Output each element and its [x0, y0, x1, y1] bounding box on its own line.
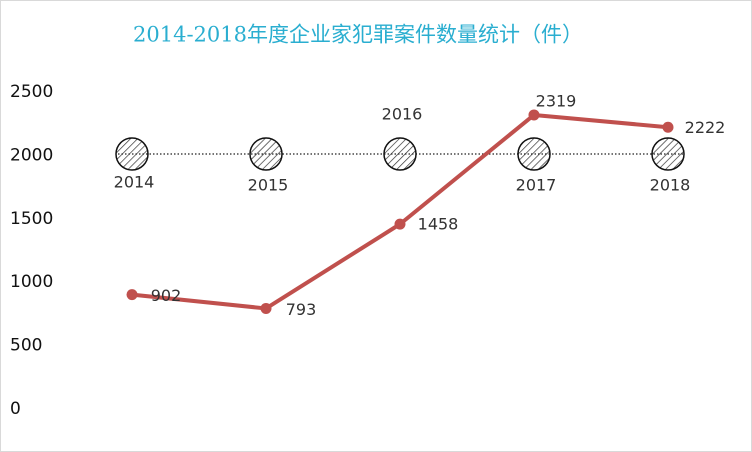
line-point [260, 302, 272, 314]
data-label: 902 [151, 286, 182, 305]
data-label: 2319 [536, 91, 577, 110]
y-tick-label: 0 [10, 399, 21, 419]
y-tick-label: 2500 [10, 82, 53, 102]
x-tick-label: 2016 [382, 105, 423, 124]
x-tick-label: 2018 [650, 176, 691, 195]
timeline-marker [651, 137, 685, 171]
timeline-marker [249, 137, 283, 171]
line-point [126, 289, 138, 301]
y-tick-label: 500 [10, 336, 42, 356]
x-tick-label: 2017 [516, 176, 557, 195]
y-tick-label: 1500 [10, 209, 53, 229]
line-point [528, 109, 540, 121]
line-point [394, 218, 406, 230]
line-point [662, 121, 674, 133]
x-tick-label: 2014 [114, 173, 155, 192]
data-label: 1458 [418, 215, 459, 234]
chart-title: 2014-2018年度企业家犯罪案件数量统计（件） [133, 23, 583, 47]
y-tick-label: 2000 [10, 145, 53, 165]
y-tick-label: 1000 [10, 272, 53, 292]
timeline-marker [517, 137, 551, 171]
data-label: 793 [286, 300, 317, 319]
data-label: 2222 [685, 118, 726, 137]
timeline-marker [383, 137, 417, 171]
x-tick-label: 2015 [248, 176, 289, 195]
timeline-marker [115, 137, 149, 171]
